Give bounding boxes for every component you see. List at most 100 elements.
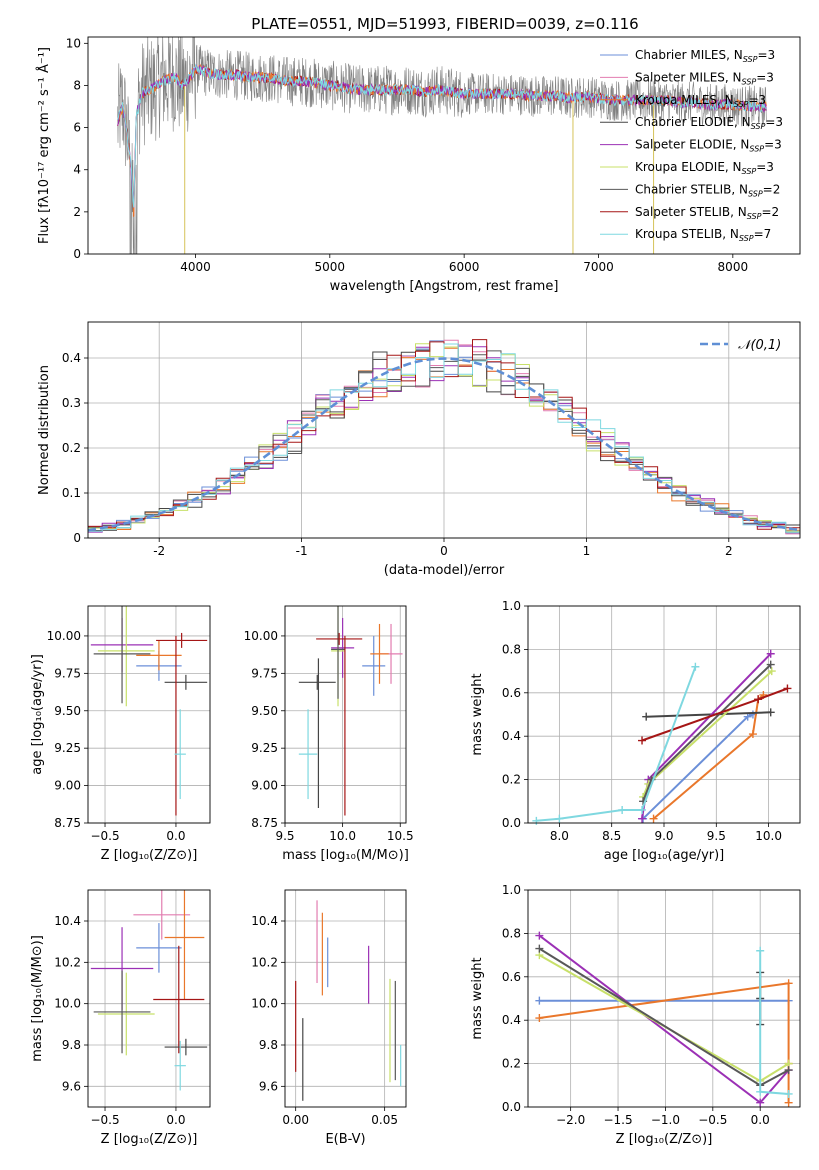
ebv-ytick-label: 9.8	[259, 1038, 278, 1052]
weight-vs-Z-series-marker	[784, 1098, 793, 1107]
residuals-gaussian-curve	[87, 357, 801, 532]
spectrum-legend-label: Salpeter MILES, NSSP=3	[635, 70, 774, 86]
residuals-ytick-label: 0	[73, 531, 81, 545]
mass-vs-Z-errorbar-point	[133, 890, 191, 940]
weight-vs-Z-series-marker	[784, 979, 793, 988]
ebv-axes: 0.00 0.05 9.6 9.8 10.0 10.2 10.4 E(B-V)	[251, 890, 406, 1147]
spectrum-legend: Chabrier MILES, NSSP=3 Salpeter MILES, NS…	[600, 48, 783, 243]
age-vs-mass-ytick-label: 9.50	[251, 704, 278, 718]
weight-vs-Z-series-marker	[756, 946, 765, 955]
weight-vs-Z-series-marker	[535, 944, 544, 953]
weight-vs-Z-series-line	[539, 982, 790, 1103]
weight-vs-age-xtick-label: 10.0	[755, 829, 782, 843]
age-vs-mass-ytick-label: 10.00	[244, 629, 278, 643]
mass-vs-Z-errorbar-point	[174, 1040, 186, 1091]
spectrum-legend-label: Salpeter STELIB, NSSP=2	[635, 205, 779, 221]
mass-vs-Z-errorbar-point	[164, 1038, 208, 1056]
weight-vs-age-ytick-label: 0.8	[502, 642, 521, 656]
spectrum-xlabel: wavelength [Angstrom, rest frame]	[330, 279, 559, 294]
age-vs-Z-ytick-label: 9.75	[54, 666, 81, 680]
weight-vs-age-ytick-label: 0.2	[502, 773, 521, 787]
spectrum-ytick-label: 10	[66, 36, 81, 50]
mass-vs-Z-errorbar-point	[97, 972, 155, 1056]
ebv-ytick-label: 10.4	[251, 914, 278, 928]
weight-vs-age-series-line	[536, 666, 697, 822]
weight-vs-Z-ytick-label: 0.6	[502, 970, 521, 984]
age-vs-mass-ytick-label: 9.75	[251, 666, 278, 680]
weight-vs-age-series-marker	[618, 805, 627, 814]
figure-title: PLATE=0551, MJD=51993, FIBERID=0039, z=0…	[251, 15, 638, 33]
age-vs-mass-xtick-label: 10.0	[329, 829, 356, 843]
weight-vs-Z-xtick-label: −0.5	[698, 1113, 727, 1127]
age-vs-mass-ytick-label: 9.00	[251, 779, 278, 793]
age-vs-Z-xtick-label: −0.5	[90, 829, 119, 843]
residuals-legend: 𝒩(0,1)	[700, 338, 781, 353]
ebv-xlabel: E(B-V)	[325, 1132, 365, 1147]
weight-vs-age-series-marker	[766, 660, 775, 669]
weight-vs-Z-xtick-label: −1.0	[651, 1113, 680, 1127]
residuals-legend-label: 𝒩(0,1)	[738, 338, 781, 353]
weight-vs-Z-xlabel: Z [log₁₀(Z/Z⊙)]	[616, 1132, 713, 1147]
spectrum-ytick-label: 8	[73, 78, 81, 92]
age-vs-Z-errorbar-point	[156, 632, 208, 648]
spectrum-model-line	[117, 63, 767, 208]
age-vs-mass-plot-area	[298, 606, 403, 816]
weight-vs-Z-series-marker	[784, 1066, 793, 1075]
mass-vs-Z-ytick-label: 10.4	[54, 914, 81, 928]
mass-vs-Z-errorbar-point	[164, 890, 205, 1000]
weight-vs-Z-plot-area	[535, 931, 793, 1107]
age-vs-Z-ytick-label: 10.00	[47, 629, 81, 643]
spectrum-xtick-label: 5000	[315, 260, 346, 274]
residuals-ytick-label: 0.3	[62, 396, 81, 410]
weight-vs-age-series-marker	[691, 662, 700, 671]
weight-vs-age-series-line	[646, 711, 771, 718]
weight-vs-age-plot-area	[532, 649, 792, 825]
age-vs-Z-xlabel: Z [log₁₀(Z/Z⊙)]	[101, 848, 198, 863]
weight-vs-age-series-marker	[638, 814, 647, 823]
spectrum-xtick-label: 7000	[583, 260, 614, 274]
mass-vs-Z-plot-area	[90, 890, 208, 1091]
residuals-ytick-label: 0.1	[62, 486, 81, 500]
weight-vs-age-xtick-label: 8.5	[602, 829, 621, 843]
age-vs-mass-errorbar-point	[331, 617, 355, 678]
weight-vs-age-series-marker	[638, 736, 647, 745]
weight-vs-Z-xtick-label: −1.5	[603, 1113, 632, 1127]
residuals-xtick-label: 0	[440, 544, 448, 558]
weight-vs-age-ytick-label: 0.6	[502, 686, 521, 700]
age-vs-mass-errorbar-point	[362, 635, 386, 696]
age-vs-mass-xtick-label: 10.5	[387, 829, 414, 843]
age-vs-Z-plot-area	[90, 606, 208, 816]
weight-vs-age-xtick-label: 9.5	[707, 829, 726, 843]
spectrum-ylabel: Flux [fλ10⁻¹⁷ erg cm⁻² s⁻¹ Å⁻¹]	[36, 47, 52, 244]
age-vs-mass-errorbar-point	[298, 674, 336, 690]
ebv-plot-area	[295, 900, 402, 1101]
age-vs-mass-errorbar-point	[331, 606, 345, 699]
weight-vs-age-series-marker	[555, 814, 564, 823]
ebv-ytick-label: 10.2	[251, 955, 278, 969]
mass-vs-Z-xlabel: Z [log₁₀(Z/Z⊙)]	[101, 1132, 198, 1147]
age-vs-Z-ylabel: age [log₁₀(age/yr)]	[30, 654, 45, 775]
mass-vs-Z-xtick-label: −0.5	[90, 1113, 119, 1127]
mass-vs-Z-ytick-label: 10.2	[54, 955, 81, 969]
weight-vs-age-axes: 8.0 8.5 9.0 9.5 10.0 0.0 0.2 0.4 0.6 0.8 1.0 age [l…	[470, 599, 800, 863]
weight-vs-age-series-line	[652, 694, 765, 820]
mass-vs-Z-axes: −0.5 0.0 9.6 9.8 10.0 10.2 10.4 Z [log₁₀(Z/Z⊙)]…	[30, 890, 210, 1147]
weight-vs-Z-ytick-label: 1.0	[502, 883, 521, 897]
mass-vs-Z-errorbar-point	[136, 923, 182, 973]
weight-vs-age-series-marker	[532, 816, 541, 825]
mass-vs-Z-errorbar-point	[93, 970, 151, 1054]
residuals-xtick-label: 1	[583, 544, 591, 558]
age-vs-mass-ytick-label: 8.75	[251, 816, 278, 830]
weight-vs-age-series	[532, 662, 700, 825]
mass-vs-Z-ylabel: mass [log₁₀(M/M⊙)]	[30, 935, 45, 1062]
weight-vs-Z-series-line	[538, 934, 790, 1105]
age-vs-mass-ytick-label: 9.25	[251, 741, 278, 755]
mass-vs-Z-frame	[87, 889, 211, 1108]
spectrum-legend-label: Chabrier STELIB, NSSP=2	[635, 182, 780, 198]
weight-vs-Z-series-marker	[784, 1089, 793, 1098]
spectrum-xtick-label: 6000	[449, 260, 480, 274]
spectrum-observed-line	[117, 37, 767, 254]
weight-vs-Z-series-marker	[535, 931, 544, 940]
spectrum-legend-label: Kroupa MILES, NSSP=3	[635, 93, 766, 109]
